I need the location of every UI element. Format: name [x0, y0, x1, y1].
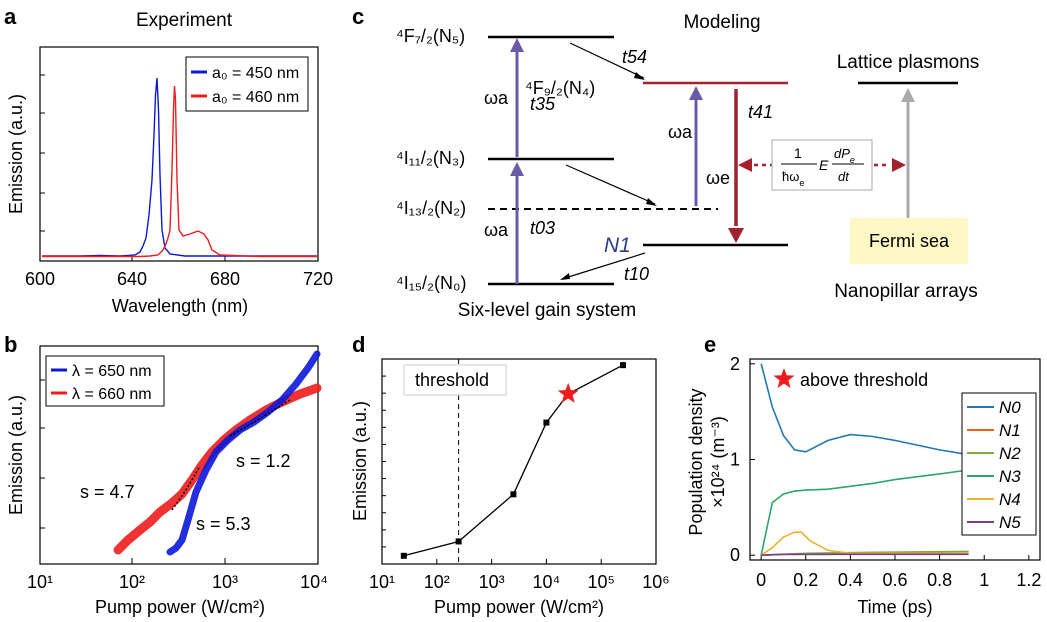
- panel-b-xtick-1: 10¹: [27, 572, 53, 592]
- panel-e-ytick-label: 0: [730, 545, 740, 565]
- panel-a-title: Experiment: [136, 10, 233, 31]
- label-n3: ⁴I₁₁/₂(N₃): [396, 148, 465, 168]
- coupling-arrow-left: [738, 158, 752, 172]
- panel-b-xtick-4: 10⁴: [300, 572, 328, 592]
- label-n0: ⁴I₁₅/₂(N₀): [396, 273, 467, 293]
- legend-label-N5: N5: [999, 513, 1021, 532]
- panel-label-e: e: [704, 332, 716, 357]
- panel-d-xtick-label: 10⁵: [587, 572, 614, 592]
- annotation-s12: s = 1.2: [236, 451, 291, 471]
- six-level-label: Six-level gain system: [458, 300, 636, 321]
- label-n1: N1: [604, 234, 631, 257]
- panel-e-ylabel: Population density: [686, 388, 706, 535]
- panel-c: c Modeling ⁴F₇/₂(N₅) ⁴F₉/₂(N₄) ⁴I₁₁/₂(N₃…: [352, 4, 979, 321]
- rate-t35: t35: [530, 94, 556, 114]
- panel-e-ytick-label: 1: [730, 450, 740, 470]
- panel-d-ticks: [382, 376, 656, 564]
- coupling-arrow-right: [892, 158, 906, 172]
- threshold-label: threshold: [415, 370, 489, 390]
- panel-a-xtick-720: 720: [303, 269, 333, 289]
- label-n2: ⁴I₁₃/₂(N₂): [396, 198, 466, 218]
- legend-label-N0: N0: [999, 398, 1021, 417]
- omega-a-1: ωa: [484, 88, 509, 108]
- legend-label-N2: N2: [999, 444, 1021, 463]
- rate-t41: t41: [748, 102, 773, 122]
- fermi-sea-label: Fermi sea: [869, 231, 950, 251]
- legend-star-icon: [774, 368, 795, 388]
- panel-label-d: d: [352, 332, 365, 357]
- panel-e-ylabel-unit: ×10²⁴ (m⁻³): [708, 416, 728, 508]
- panel-e-xtick-label: 0.8: [927, 570, 952, 590]
- panel-b-ylabel: Emission (a.u.): [6, 395, 26, 515]
- panel-d-point: [510, 491, 516, 497]
- panel-b-xtick-2: 10²: [119, 572, 145, 592]
- equation-dt: dt: [838, 169, 850, 184]
- label-n5: ⁴F₇/₂(N₅): [396, 26, 465, 46]
- panel-a-xtick-680: 680: [210, 269, 240, 289]
- panel-d-xlabel: Pump power (W/cm²): [434, 597, 604, 617]
- panel-e-xtick-label: 0.2: [793, 570, 818, 590]
- legend-b-650: λ = 650 nm: [72, 363, 152, 380]
- equation-e: E: [819, 157, 829, 173]
- panel-label-b: b: [4, 332, 17, 357]
- panel-d-star-marker: [558, 383, 579, 403]
- panel-a-xtick-640: 640: [117, 269, 147, 289]
- panel-label-a: a: [4, 4, 17, 29]
- panel-e-xtick-label: 0.4: [838, 570, 863, 590]
- annotation-s53: s = 5.3: [196, 514, 251, 534]
- legend-b-660: λ = 660 nm: [72, 386, 152, 403]
- omega-a-3: ωa: [668, 122, 693, 142]
- omega-a-2: ωa: [484, 220, 509, 240]
- panel-a: a Experiment 600 640 680 720 Wavelength …: [4, 4, 333, 316]
- panel-d-point: [543, 420, 549, 426]
- lattice-plasmons-label: Lattice plasmons: [837, 52, 980, 73]
- panel-e: e 0 0.2 0.4 0.6 0.8 1 1.2 0 1 2 Time (ps) Populat…: [686, 332, 1041, 617]
- panel-d-point: [620, 362, 626, 368]
- panel-d-point: [401, 553, 407, 559]
- panel-d-xtick-label: 10¹: [369, 572, 395, 592]
- legend-label-N1: N1: [999, 421, 1021, 440]
- legend-above-threshold: above threshold: [800, 370, 928, 390]
- panel-d-xtick-label: 10²: [424, 572, 450, 592]
- legend-a-460: a₀ = 460 nm: [212, 89, 299, 106]
- rate-t54: t54: [622, 47, 647, 67]
- panel-d-ylabel: Emission (a.u.): [350, 401, 370, 521]
- panel-e-ytick-label: 2: [730, 354, 740, 374]
- rate-t03: t03: [530, 218, 555, 238]
- panel-b-xlabel: Pump power (W/cm²): [95, 597, 265, 617]
- nanopillar-label: Nanopillar arrays: [834, 281, 978, 302]
- panel-b: b 10¹ 10² 10³ 10⁴ Pump power (W/cm²) Emi…: [4, 332, 328, 617]
- panel-d-xtick-label: 10³: [479, 572, 505, 592]
- panel-d-point: [456, 538, 462, 544]
- rate-t10: t10: [624, 264, 649, 284]
- annotation-s47: s = 4.7: [80, 482, 135, 502]
- spectrum-460nm: [42, 86, 317, 257]
- panel-d-ticklabels: 10¹ 10² 10³ 10⁴ 10⁵ 10⁶: [369, 572, 670, 592]
- panel-b-xtick-3: 10³: [212, 572, 238, 592]
- omega-e: ωe: [706, 168, 730, 188]
- series-N5: [761, 554, 968, 555]
- legend-label-N4: N4: [999, 490, 1021, 509]
- panel-a-ylabel: Emission (a.u.): [6, 94, 26, 214]
- panel-c-title: Modeling: [683, 12, 760, 33]
- panel-d-xtick-label: 10⁶: [642, 572, 669, 592]
- panel-d: d 10¹ 10² 10³ 10⁴ 10⁵ 10⁶ threshold Pump powe…: [350, 332, 670, 617]
- series-N3: [761, 470, 968, 555]
- fermi-arrowhead: [901, 88, 915, 102]
- panel-a-xtick-600: 600: [25, 269, 55, 289]
- emission-arrowhead: [728, 228, 744, 243]
- panel-e-series: [761, 364, 968, 555]
- panel-e-xlabel: Time (ps): [857, 597, 932, 617]
- panel-e-xtick-label: 1.2: [1016, 570, 1041, 590]
- panel-e-xtick-label: 1: [979, 570, 989, 590]
- panel-e-xtick-label: 0.6: [882, 570, 907, 590]
- panel-a-xlabel: Wavelength (nm): [112, 296, 248, 316]
- legend-label-N3: N3: [999, 467, 1021, 486]
- panel-e-xtick-label: 0: [756, 570, 766, 590]
- equation-numerator: 1: [794, 145, 802, 161]
- panel-label-c: c: [352, 4, 364, 29]
- legend-a-450: a₀ = 450 nm: [212, 65, 299, 82]
- panel-d-xtick-label: 10⁴: [533, 572, 561, 592]
